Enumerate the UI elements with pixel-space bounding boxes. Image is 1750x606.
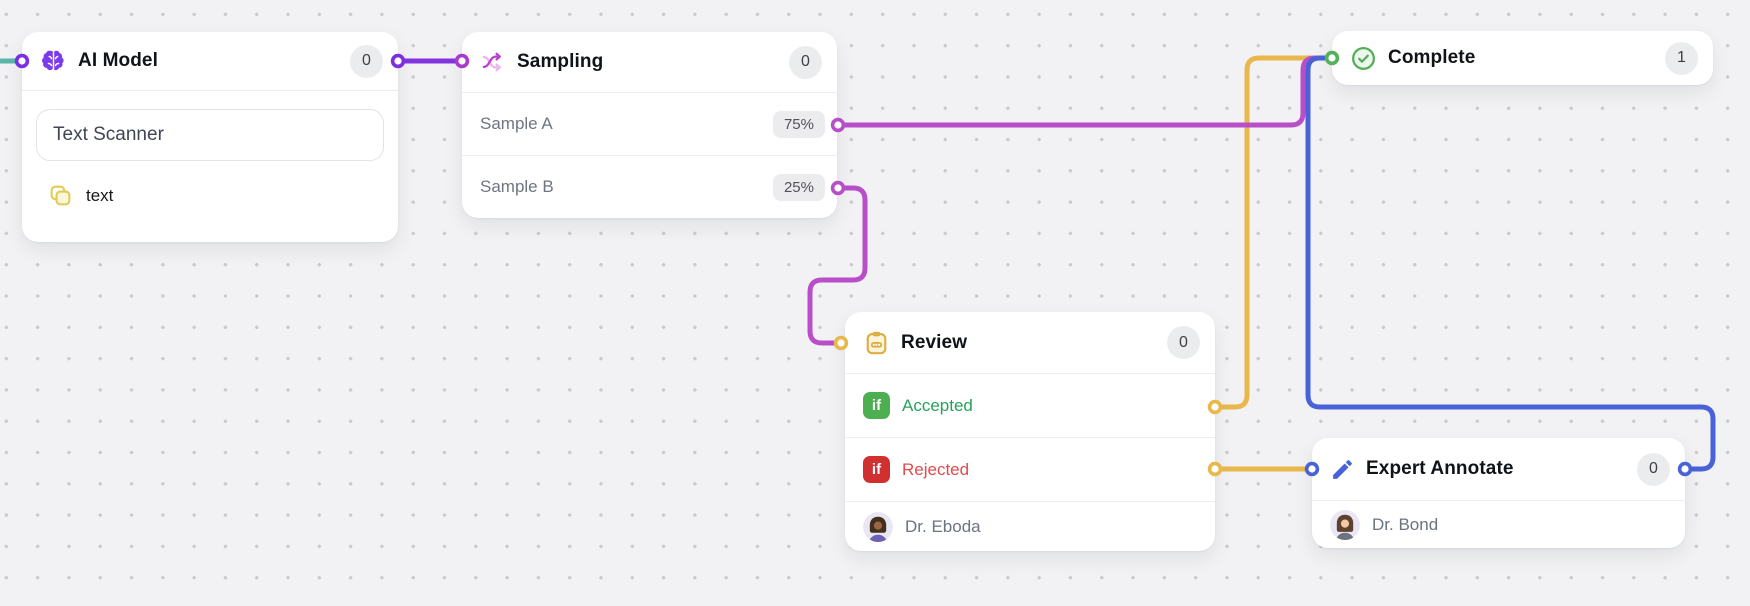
model-name-input[interactable] bbox=[36, 109, 384, 161]
member-row[interactable]: Dr. Eboda bbox=[845, 501, 1215, 551]
copy-icon bbox=[48, 183, 73, 208]
sample-label: Sample B bbox=[480, 177, 554, 196]
avatar bbox=[863, 511, 893, 542]
node-title: Sampling bbox=[517, 51, 604, 72]
node-expert-annotate[interactable]: Expert Annotate 0 Dr. Bond bbox=[1312, 438, 1685, 548]
condition-label: Rejected bbox=[902, 459, 970, 479]
condition-label: Accepted bbox=[902, 395, 973, 415]
member-name: Dr. Eboda bbox=[905, 516, 981, 536]
edge-expert-to-complete[interactable] bbox=[1305, 55, 1716, 472]
expert-header[interactable]: Expert Annotate 0 bbox=[1312, 438, 1685, 500]
member-name: Dr. Bond bbox=[1372, 514, 1439, 534]
edge-sample-a-to-complete[interactable] bbox=[838, 55, 1332, 128]
if-badge: if bbox=[863, 392, 890, 419]
review-header[interactable]: Review 0 bbox=[845, 312, 1215, 373]
shuffle-icon bbox=[480, 49, 506, 75]
node-sampling[interactable]: Sampling 0 Sample A 75% Sample B 25% bbox=[462, 32, 837, 218]
ai-model-header[interactable]: AI Model 0 bbox=[22, 32, 398, 90]
pencil-icon bbox=[1330, 457, 1355, 482]
complete-header[interactable]: Complete 1 bbox=[1332, 31, 1713, 85]
sampling-header[interactable]: Sampling 0 bbox=[462, 32, 837, 92]
sample-label: Sample A bbox=[480, 114, 553, 133]
node-title: Complete bbox=[1388, 47, 1476, 68]
sample-row-b[interactable]: Sample B 25% bbox=[462, 155, 837, 218]
node-count-badge: 0 bbox=[1167, 326, 1200, 359]
header-divider bbox=[22, 90, 398, 91]
node-count-badge: 1 bbox=[1665, 41, 1698, 75]
clipboard-icon bbox=[863, 329, 890, 356]
model-output-row[interactable]: text bbox=[48, 183, 398, 208]
node-count-badge: 0 bbox=[789, 45, 822, 79]
node-complete[interactable]: Complete 1 bbox=[1332, 31, 1713, 85]
condition-row-accepted[interactable]: if Accepted bbox=[845, 373, 1215, 437]
check-circle-icon bbox=[1350, 45, 1377, 72]
sample-row-a[interactable]: Sample A 75% bbox=[462, 92, 837, 155]
sample-percent-badge[interactable]: 25% bbox=[772, 173, 825, 201]
if-badge: if bbox=[863, 456, 890, 483]
output-label: text bbox=[86, 185, 114, 205]
node-review[interactable]: Review 0 if Accepted if Rejected Dr. Ebo… bbox=[845, 312, 1215, 551]
sample-percent-badge[interactable]: 75% bbox=[772, 110, 825, 138]
member-row[interactable]: Dr. Bond bbox=[1312, 500, 1685, 548]
condition-row-rejected[interactable]: if Rejected bbox=[845, 437, 1215, 501]
node-title: AI Model bbox=[78, 50, 158, 71]
node-count-badge: 0 bbox=[350, 44, 383, 78]
node-count-badge: 0 bbox=[1637, 452, 1670, 486]
node-ai-model[interactable]: AI Model 0 text bbox=[22, 32, 398, 242]
edge-sample-b-to-review[interactable] bbox=[807, 185, 868, 346]
avatar bbox=[1330, 509, 1360, 540]
node-title: Expert Annotate bbox=[1366, 458, 1514, 479]
brain-icon bbox=[40, 48, 67, 75]
edge-review-accepted-to-complete[interactable] bbox=[1215, 55, 1332, 410]
node-title: Review bbox=[901, 331, 968, 353]
